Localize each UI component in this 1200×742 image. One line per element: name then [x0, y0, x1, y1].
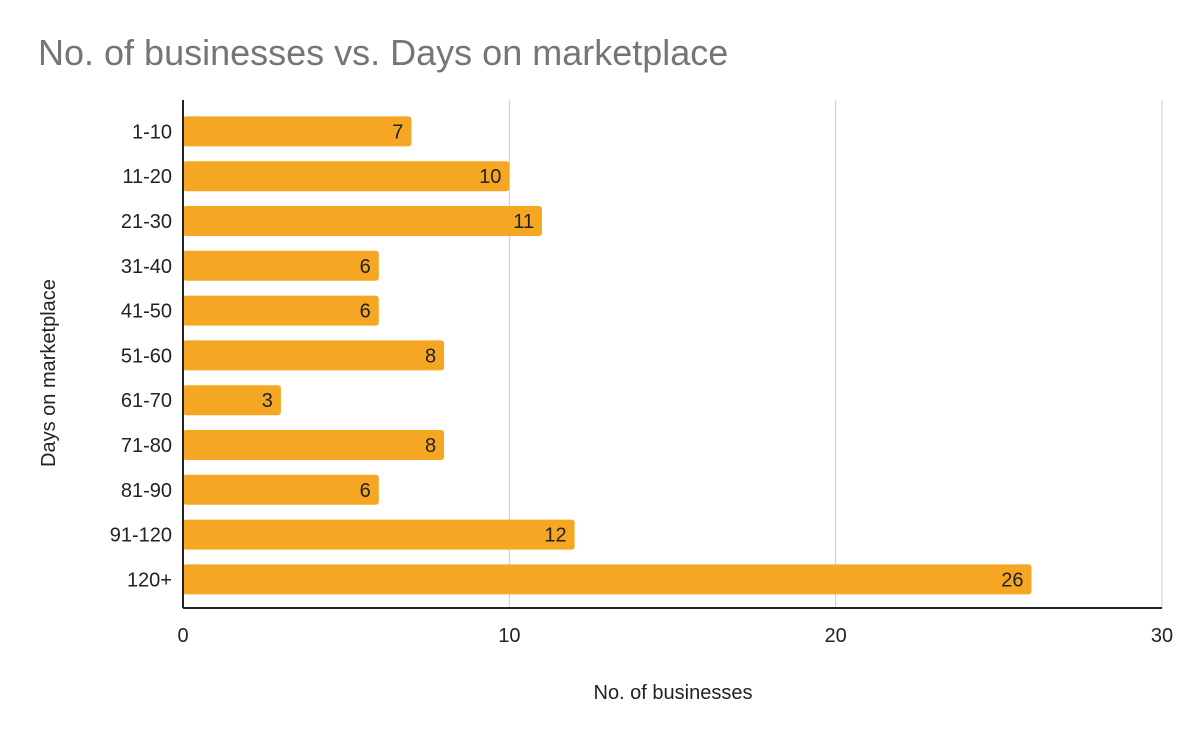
x-tick-label: 10	[498, 625, 520, 647]
x-tick-label: 30	[1151, 625, 1173, 647]
x-axis-title: No. of businesses	[594, 682, 753, 704]
y-tick-label: 21-30	[121, 211, 172, 233]
bar	[183, 161, 510, 192]
data-label: 7	[392, 121, 403, 143]
y-tick-label: 31-40	[121, 256, 172, 278]
bar	[183, 474, 379, 505]
bar	[183, 519, 575, 550]
bar	[183, 564, 1032, 595]
y-tick-label: 81-90	[121, 480, 172, 502]
data-label: 12	[544, 525, 566, 547]
bar	[183, 340, 445, 371]
data-label: 10	[479, 166, 501, 188]
y-tick-label: 61-70	[121, 390, 172, 412]
x-tick-label: 0	[177, 625, 188, 647]
data-label: 3	[262, 390, 273, 412]
data-label: 11	[513, 211, 534, 233]
bar	[183, 295, 379, 326]
bar	[183, 430, 445, 460]
data-label: 6	[360, 256, 371, 278]
chart-title: No. of businesses vs. Days on marketplac…	[38, 32, 729, 73]
y-tick-label: 71-80	[121, 435, 172, 457]
y-tick-label: 41-50	[121, 301, 172, 323]
bar	[183, 385, 281, 416]
bar	[183, 116, 412, 147]
data-label: 26	[1001, 569, 1023, 591]
data-label: 8	[425, 345, 436, 367]
y-tick-label: 1-10	[132, 121, 172, 143]
bar	[183, 250, 379, 281]
y-tick-label: 120+	[127, 569, 172, 591]
y-axis-title: Days on marketplace	[38, 279, 60, 467]
bar	[183, 206, 542, 236]
y-tick-label: 11-20	[122, 166, 172, 188]
x-tick-label: 20	[825, 625, 847, 647]
data-label: 6	[360, 301, 371, 323]
y-tick-label: 51-60	[121, 345, 172, 367]
data-label: 6	[360, 480, 371, 502]
data-label: 8	[425, 435, 436, 457]
y-tick-label: 91-120	[110, 525, 172, 547]
